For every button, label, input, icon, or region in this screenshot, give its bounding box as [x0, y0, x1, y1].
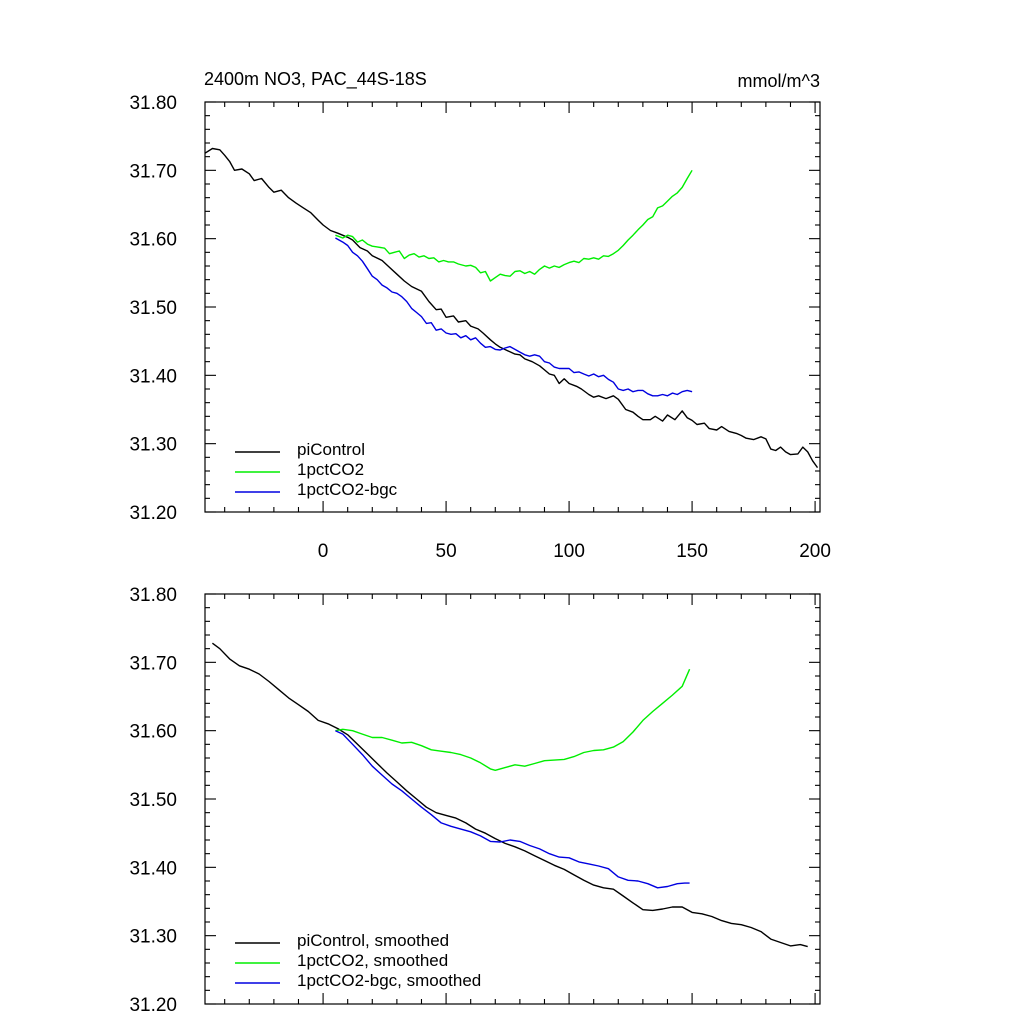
series-line-picontrol [204, 147, 819, 469]
x-tick-label: 200 [799, 541, 831, 562]
series-line-picontrol-smoothed [211, 642, 808, 948]
y-tick-label: 31.60 [129, 230, 177, 251]
y-tick-label: 31.40 [129, 366, 177, 387]
x-tick-label: 100 [553, 541, 585, 562]
plot-frame-smoothed [204, 593, 821, 1005]
y-tick-label: 31.80 [129, 585, 177, 606]
legend-label: piControl [297, 440, 365, 459]
y-tick-label: 31.20 [129, 503, 177, 524]
legend-label: 1pctCO2-bgc, smoothed [297, 971, 481, 990]
x-tick-label: 50 [436, 541, 457, 562]
legend-label: 1pctCO2 [297, 460, 364, 479]
y-tick-label: 31.60 [129, 722, 177, 743]
units-label: mmol/m^3 [738, 71, 820, 91]
y-tick-label: 31.50 [129, 790, 177, 811]
x-tick-label: 0 [318, 541, 329, 562]
x-tick-label: 150 [676, 541, 708, 562]
y-tick-label: 31.30 [129, 435, 177, 456]
bottom-panel: 31.20 31.30 31.40 31.50 31.60 31.70 31.80 piCo… [129, 585, 821, 1016]
legend-label: 1pctCO2, smoothed [297, 951, 448, 970]
y-tick-label: 31.70 [129, 161, 177, 182]
top-panel: 2400m NO3, PAC_44S-18S mmol/m^3 31.20 31.… [129, 69, 830, 562]
y-tick-label: 31.40 [129, 858, 177, 879]
chart-title: 2400m NO3, PAC_44S-18S [204, 69, 427, 90]
series-line-1pctco2-bgc-smoothed [335, 730, 690, 889]
series-line-1pctco2 [335, 169, 693, 282]
y-tick-label: 31.30 [129, 927, 177, 948]
legend-label: piControl, smoothed [297, 931, 449, 950]
series-line-1pctco2-bgc [335, 237, 693, 397]
plot-frame [204, 101, 821, 513]
series-line-1pctco2-smoothed [335, 668, 691, 771]
y-tick-label: 31.20 [129, 995, 177, 1016]
legend-label: 1pctCO2-bgc [297, 480, 398, 499]
y-tick-label: 31.50 [129, 298, 177, 319]
y-tick-label: 31.80 [129, 93, 177, 114]
y-tick-label: 31.70 [129, 653, 177, 674]
